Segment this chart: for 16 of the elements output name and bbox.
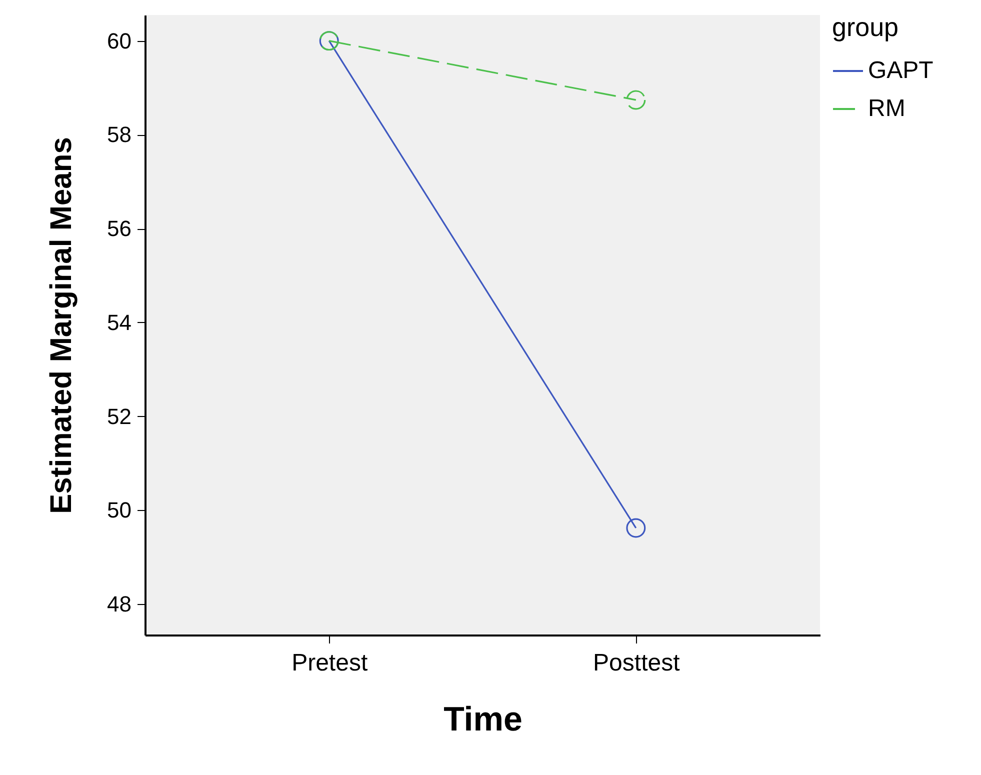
y-tick-label: 60 xyxy=(107,28,132,54)
y-tick-label: 50 xyxy=(107,498,132,523)
x-tick-label: Pretest xyxy=(292,650,368,676)
y-tick-label: 56 xyxy=(107,216,132,242)
y-tick-label: 52 xyxy=(107,404,132,429)
legend-label: RM xyxy=(868,95,906,122)
point xyxy=(626,90,646,110)
y-tick-label: 48 xyxy=(107,592,132,617)
y-tick-label: 54 xyxy=(107,310,132,335)
point xyxy=(626,518,646,538)
y-tick-label: 58 xyxy=(107,122,132,148)
x-axis-title: Time xyxy=(444,700,522,738)
y-axis-title: Estimated Marginal Means xyxy=(45,137,78,514)
legend-title: group xyxy=(832,12,898,42)
legend-label: GAPT xyxy=(868,57,934,84)
x-tick-label: Posttest xyxy=(593,650,680,676)
